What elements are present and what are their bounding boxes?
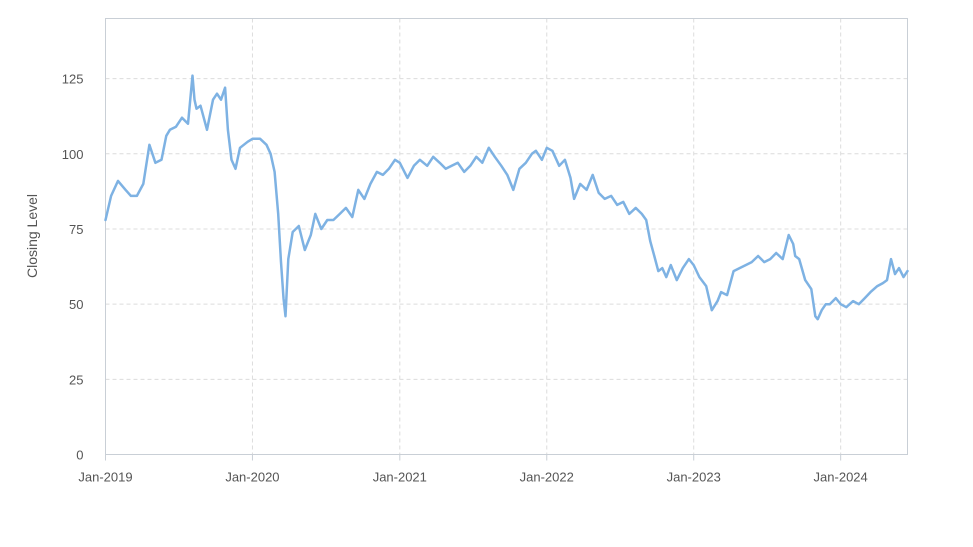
- y-tick-label: 100: [62, 147, 84, 162]
- x-tick-label: Jan-2023: [667, 470, 721, 485]
- y-axis-ticks: 0 25 50 75 100 125: [62, 72, 84, 463]
- x-tick-label: Jan-2019: [78, 470, 132, 485]
- y-tick-label: 50: [69, 297, 83, 312]
- x-tick-label: Jan-2020: [225, 470, 279, 485]
- x-tick-label: Jan-2024: [814, 470, 868, 485]
- series-line: [104, 74, 909, 321]
- plot-frame: [105, 18, 908, 455]
- y-tick-label: 25: [69, 372, 83, 387]
- y-tick-label: 0: [76, 448, 83, 463]
- y-tick-label: 125: [62, 72, 84, 87]
- x-axis-ticks: Jan-2019 Jan-2020 Jan-2021 Jan-2022 Jan-2023…: [78, 454, 868, 485]
- x-tick-label: Jan-2021: [373, 470, 427, 485]
- x-tick-label: Jan-2022: [520, 470, 574, 485]
- y-tick-label: 75: [69, 222, 83, 237]
- y-axis-label: Closing Level: [24, 194, 40, 278]
